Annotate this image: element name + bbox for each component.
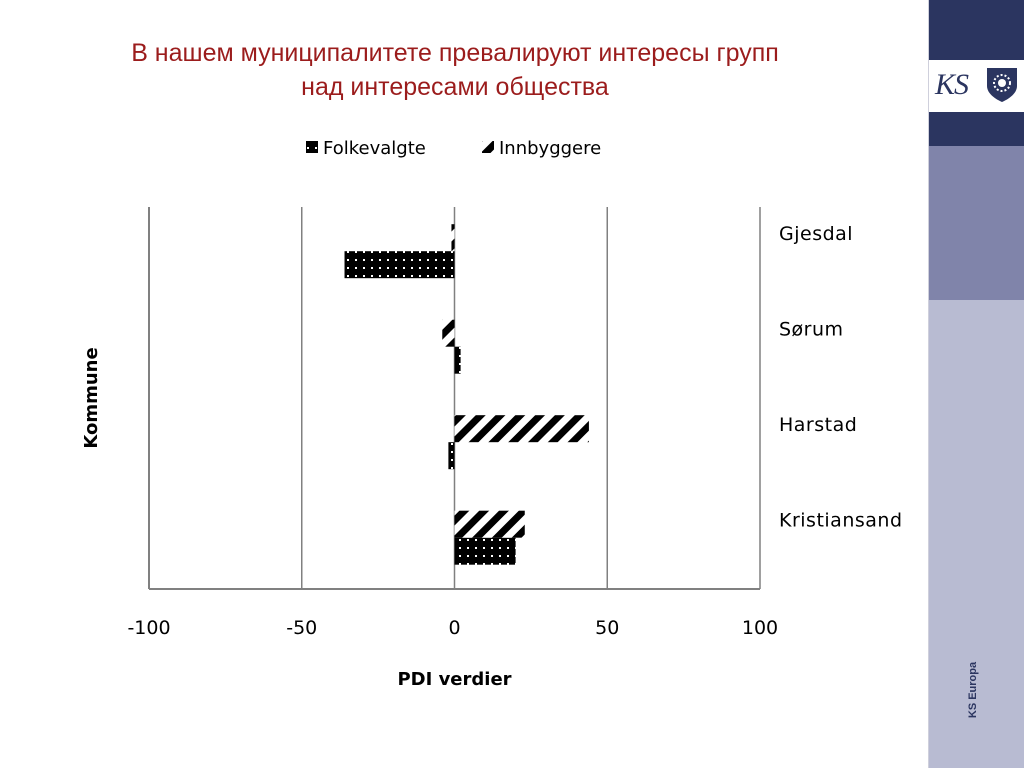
legend-swatch-folkevalgte — [306, 141, 318, 153]
bar-chart: Folkevalgte Innbyggere Gjesdal Sørum Harsta… — [81, 138, 903, 690]
x-tick-label: -50 — [286, 617, 317, 639]
ks-logo: KS — [929, 60, 1024, 112]
bar-folkevalgte-harstad — [448, 442, 455, 470]
category-label: Kristiansand — [779, 509, 903, 531]
bar-innbyggere-gjesdal — [451, 224, 455, 252]
category-label: Gjesdal — [779, 223, 853, 245]
bar-innbyggere-sørum — [442, 319, 455, 347]
sidebar-mid-band — [929, 146, 1024, 300]
bar-folkevalgte-kristiansand — [454, 537, 516, 565]
sidebar-light-band — [929, 300, 1024, 768]
emblem-icon — [987, 68, 1017, 102]
chart-legend: Folkevalgte Innbyggere — [306, 138, 601, 159]
bar-innbyggere-kristiansand — [454, 510, 525, 538]
sidebar-dark-band — [929, 112, 1024, 146]
y-axis-title: Kommune — [81, 347, 102, 448]
sidebar-caption: KS Europa — [967, 661, 979, 719]
chart-axes — [148, 207, 760, 590]
slide-title: В нашем муниципалитете превалируют интер… — [40, 36, 870, 104]
bar-innbyggere-harstad — [454, 415, 589, 443]
legend-swatch-innbyggere — [482, 141, 494, 153]
slide-title-line-1: В нашем муниципалитете превалируют интер… — [131, 39, 779, 67]
legend-label: Folkevalgte — [323, 138, 426, 159]
bar-folkevalgte-sørum — [454, 346, 461, 374]
chart-bars — [344, 224, 589, 565]
x-tick-label: -100 — [127, 617, 170, 639]
ks-logo-text: KS — [935, 68, 969, 101]
x-tick-label: 0 — [448, 617, 460, 639]
category-label: Harstad — [779, 414, 857, 436]
chart-labels: Gjesdal Sørum Harstad Kristiansand -100 -50 0 5… — [81, 223, 903, 690]
x-axis-title: PDI verdier — [397, 669, 511, 690]
x-tick-label: 100 — [742, 617, 778, 639]
category-label: Sørum — [779, 318, 844, 340]
bar-folkevalgte-gjesdal — [344, 251, 455, 279]
x-tick-label: 50 — [595, 617, 619, 639]
sidebar: KS KS Europa — [928, 0, 1024, 768]
slide-title-line-2: над интересами общества — [301, 73, 609, 101]
legend-label: Innbyggere — [499, 138, 601, 159]
sidebar-top-band — [929, 0, 1024, 60]
